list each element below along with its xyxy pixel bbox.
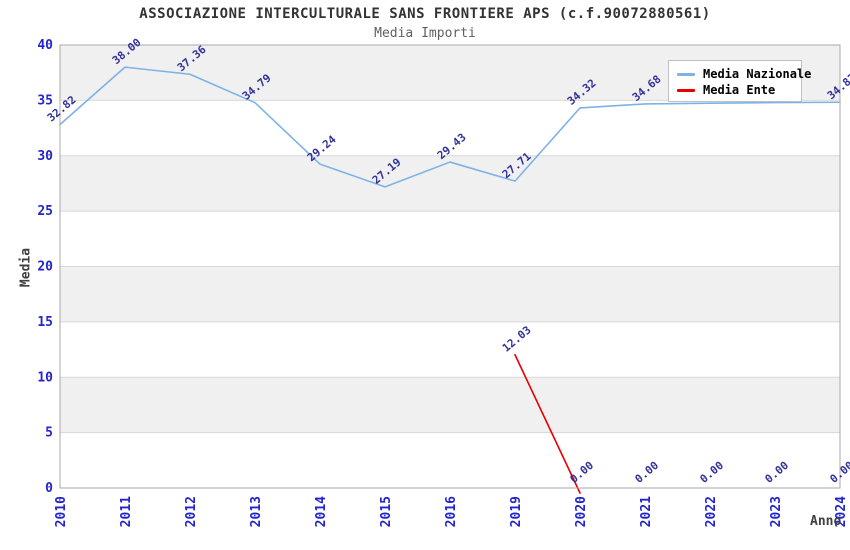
y-axis-title: Media — [18, 247, 34, 288]
grid-band — [60, 377, 840, 433]
x-tick-label: 2016 — [444, 496, 459, 527]
legend-item-media-ente: Media Ente — [677, 82, 801, 98]
x-tick-label: 2010 — [54, 496, 69, 527]
y-tick-label: 25 — [37, 204, 53, 219]
legend-line-swatch-red — [677, 88, 695, 92]
grid-band — [60, 266, 840, 322]
data-label: 0.00 — [827, 459, 850, 486]
x-tick-label: 2022 — [704, 496, 719, 527]
y-tick-label: 15 — [37, 315, 53, 330]
y-tick-label: 20 — [37, 260, 53, 275]
series-line-media-ente — [514, 353, 581, 494]
legend-item-media-nazionale: Media Nazionale — [677, 66, 811, 82]
x-tick-label: 2011 — [119, 496, 134, 527]
data-label: 12.03 — [500, 323, 534, 354]
data-label: 0.00 — [567, 459, 596, 486]
series-line-media-nazionale — [59, 66, 841, 188]
x-tick-label: 2021 — [639, 496, 654, 527]
legend-label: Media Nazionale — [703, 67, 812, 81]
y-tick-label: 5 — [45, 426, 53, 441]
x-tick-label: 2023 — [769, 496, 784, 527]
plot-border — [59, 44, 841, 489]
legend: Media Nazionale Media Ente — [668, 60, 811, 102]
chart-subtitle: Media Importi — [374, 26, 476, 41]
y-tick-label: 40 — [37, 38, 53, 53]
legend-line-swatch-blue — [677, 72, 695, 76]
x-axis-title: Anno — [810, 514, 842, 529]
y-tick-label: 35 — [37, 93, 53, 108]
y-tick-label: 10 — [37, 370, 53, 385]
x-tick-label: 2024 — [834, 496, 849, 527]
data-label: 0.00 — [632, 459, 661, 486]
grid-band — [60, 155, 840, 212]
data-label: 0.00 — [697, 459, 726, 486]
y-tick-label: 30 — [37, 149, 53, 164]
legend-label: Media Ente — [703, 83, 776, 97]
x-tick-label: 2020 — [574, 496, 589, 527]
x-tick-label: 2013 — [249, 496, 264, 527]
chart-title: ASSOCIAZIONE INTERCULTURALE SANS FRONTIE… — [139, 6, 711, 22]
x-tick-label: 2019 — [509, 496, 524, 527]
x-tick-label: 2015 — [379, 496, 394, 527]
x-tick-label: 2012 — [184, 496, 199, 527]
data-label: 0.00 — [762, 459, 791, 486]
y-tick-label: 0 — [45, 481, 53, 496]
x-tick-label: 2014 — [314, 496, 329, 527]
